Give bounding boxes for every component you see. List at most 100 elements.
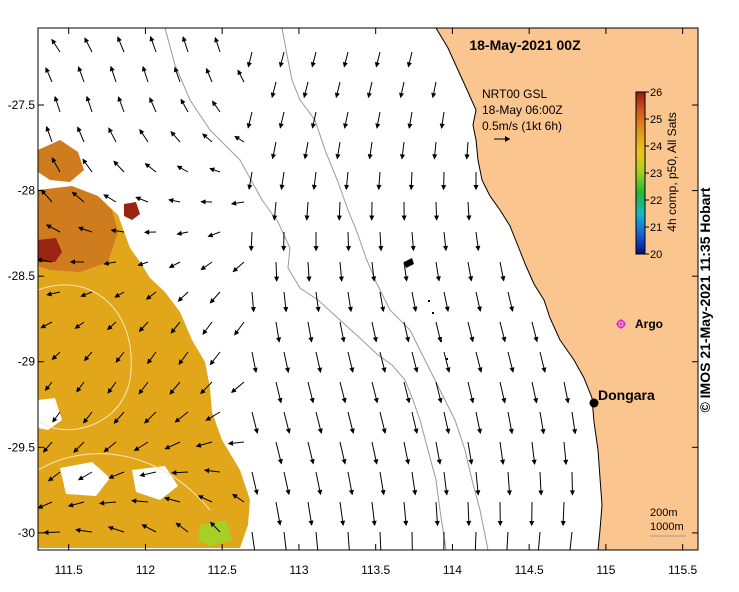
- current-arrowhead: [195, 442, 202, 448]
- current-arrowhead: [42, 447, 49, 453]
- current-arrowhead: [237, 69, 243, 76]
- current-arrowhead: [252, 367, 258, 374]
- current-arrowhead: [302, 92, 308, 99]
- current-arrowhead: [371, 276, 377, 282]
- current-arrowhead: [77, 475, 84, 481]
- y-tick-label: -28: [18, 184, 36, 198]
- current-arrow: [379, 531, 382, 550]
- current-arrowhead: [343, 123, 349, 129]
- colorbar-label: 4h comp, p50, All Sats: [665, 112, 679, 231]
- current-arrowhead: [506, 490, 512, 496]
- current-arrowhead: [474, 552, 477, 556]
- current-arrowhead: [82, 158, 88, 165]
- current-arrowhead: [174, 417, 181, 423]
- current-arrowhead: [277, 397, 283, 404]
- current-arrowhead: [533, 397, 539, 404]
- current-arrowhead: [401, 215, 407, 221]
- current-arrowhead: [143, 229, 150, 235]
- colorbar-tick-label: 23: [650, 168, 662, 180]
- current-arrowhead: [473, 185, 479, 191]
- current-arrowhead: [203, 468, 210, 474]
- x-tick-label: 113: [289, 563, 308, 577]
- current-legend-arrowhead: [505, 136, 510, 142]
- current-arrowhead: [149, 35, 155, 42]
- islands: [404, 258, 448, 360]
- current-arrowhead: [468, 459, 474, 465]
- current-arrowhead: [53, 95, 59, 102]
- current-arrow: [569, 531, 573, 550]
- current-arrowhead: [103, 447, 110, 453]
- current-legend-time: 18-May 06:00Z: [482, 103, 563, 117]
- current-arrowhead: [253, 489, 259, 496]
- current-arrowhead: [373, 458, 379, 465]
- current-arrowhead: [435, 276, 441, 282]
- current-arrowhead: [563, 459, 569, 466]
- current-arrowhead: [247, 184, 253, 191]
- colorbar-tick-label: 26: [650, 87, 662, 99]
- map-frame: [37, 27, 699, 551]
- current-arrowhead: [139, 472, 145, 478]
- current-arrowhead: [445, 367, 451, 373]
- current-arrowhead: [509, 367, 515, 373]
- colorbar-tick-label: 22: [650, 195, 662, 207]
- current-arrowhead: [437, 397, 443, 404]
- current-arrowhead: [281, 246, 287, 252]
- current-legend-scale: 0.5m/s (1kt 6h): [482, 119, 562, 133]
- current-arrowhead: [135, 196, 142, 202]
- current-arrowhead: [477, 428, 482, 435]
- sst-data-layer: [38, 140, 250, 548]
- town-dongara: Dongara: [589, 387, 655, 408]
- current-arrowhead: [347, 306, 353, 313]
- current-arrowhead: [141, 65, 147, 72]
- current-arrowhead: [231, 493, 238, 499]
- current-arrowhead: [117, 96, 123, 102]
- colorbar-gradient: [635, 91, 646, 255]
- current-arrowhead: [373, 397, 379, 404]
- current-arrow: [474, 531, 477, 550]
- current-arrowhead: [51, 38, 57, 45]
- current-arrowhead: [340, 520, 346, 527]
- current-arrowhead: [103, 194, 109, 200]
- current-arrowhead: [278, 123, 284, 129]
- current-arrowhead: [367, 153, 373, 160]
- current-arrowhead: [144, 418, 150, 424]
- current-arrowhead: [232, 266, 239, 273]
- current-arrowhead: [306, 276, 312, 282]
- current-arrowhead: [276, 337, 282, 343]
- current-arrowhead: [103, 260, 110, 266]
- y-tick-label: -27.5: [8, 98, 36, 112]
- current-arrowhead: [170, 328, 176, 334]
- current-arrowhead: [147, 358, 153, 365]
- current-arrowhead: [303, 153, 309, 160]
- current-arrowhead: [308, 520, 314, 526]
- current-arrowhead: [541, 367, 547, 373]
- x-tick-label: 111.5: [55, 563, 84, 577]
- isobath-1000m: [164, 28, 447, 550]
- current-arrowhead: [75, 527, 81, 533]
- current-arrowhead: [141, 524, 148, 530]
- current-arrowhead: [76, 386, 82, 393]
- current-arrowhead: [227, 440, 234, 446]
- current-arrowhead: [564, 398, 570, 404]
- current-arrowhead: [113, 160, 119, 167]
- current-arrowhead: [445, 428, 451, 435]
- current-arrowhead: [344, 184, 350, 191]
- current-arrowhead: [246, 122, 252, 129]
- colorbar-tick-label: 21: [650, 222, 662, 234]
- current-arrowhead: [117, 36, 122, 43]
- current-arrowhead: [381, 367, 387, 373]
- sst-contour: [38, 284, 132, 431]
- current-arrowhead: [500, 459, 506, 465]
- current-arrowhead: [168, 198, 174, 204]
- current-arrowhead: [67, 502, 74, 508]
- x-tick-label: 115: [596, 563, 615, 577]
- current-arrowhead: [284, 367, 290, 374]
- current-arrowhead: [271, 153, 277, 160]
- current-arrowhead: [182, 36, 187, 42]
- x-tick-label: 113.5: [361, 563, 390, 577]
- current-arrowhead: [45, 125, 51, 132]
- current-arrowhead: [285, 489, 291, 496]
- x-tick-label: 114.5: [515, 563, 544, 577]
- sst-cool-patch: [198, 520, 232, 546]
